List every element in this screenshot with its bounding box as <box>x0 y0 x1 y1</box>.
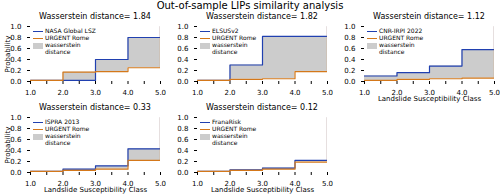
svg-text:2.0: 2.0 <box>224 89 235 97</box>
svg-text:0.2: 0.2 <box>10 66 22 75</box>
html-text:Wasserstein distance= 0.12: Wasserstein distance= 0.12 <box>206 103 318 112</box>
svg-text:0.8: 0.8 <box>10 124 22 133</box>
html-text:URGENT Rome: URGENT Rome <box>45 34 90 41</box>
svg-text:3.0: 3.0 <box>90 89 101 97</box>
svg-text:0.0: 0.0 <box>344 78 355 86</box>
svg-text:0.8: 0.8 <box>10 33 22 42</box>
svg-text:0.4: 0.4 <box>177 147 189 155</box>
svg-text:3.0: 3.0 <box>256 180 269 189</box>
svg-text:0.2: 0.2 <box>177 67 188 75</box>
svg-text:0.2: 0.2 <box>10 157 22 166</box>
svg-text:3.0: 3.0 <box>89 180 102 189</box>
svg-text:0.6: 0.6 <box>344 45 356 53</box>
html-text:wasserstein distance: wasserstein distance <box>212 41 248 55</box>
html-text:FranaRisk: FranaRisk <box>212 118 242 125</box>
html-text:ISPRA 2013: ISPRA 2013 <box>45 118 80 125</box>
svg-text:Landslide Susceptibility Class: Landslide Susceptibility Class <box>44 186 148 194</box>
svg-text:4.0: 4.0 <box>122 89 133 97</box>
svg-text:0.6: 0.6 <box>10 44 22 53</box>
svg-text:4.0: 4.0 <box>456 89 468 98</box>
svg-text:1.0: 1.0 <box>192 89 203 97</box>
html-text:wasserstein distance: wasserstein distance <box>379 41 415 55</box>
svg-text:1.0: 1.0 <box>177 23 188 31</box>
svg-text:Landslide Susceptibility Class: Landslide Susceptibility Class <box>378 95 482 103</box>
html-text:Wasserstein distance= 0.33: Wasserstein distance= 0.33 <box>39 103 151 112</box>
html-text:ELSUSv2: ELSUSv2 <box>212 27 239 34</box>
svg-text:4.0: 4.0 <box>289 89 300 97</box>
html-text:Wasserstein distance= 1.82: Wasserstein distance= 1.82 <box>206 12 318 21</box>
svg-text:0.6: 0.6 <box>10 135 22 144</box>
html-text:Wasserstein distance= 1.84: Wasserstein distance= 1.84 <box>39 12 151 21</box>
svg-text:3.0: 3.0 <box>257 89 268 97</box>
svg-text:0.4: 0.4 <box>10 55 22 64</box>
html-text:Wasserstein distance= 1.12: Wasserstein distance= 1.12 <box>373 12 485 21</box>
svg-text:0.6: 0.6 <box>177 136 189 144</box>
svg-text:2.0: 2.0 <box>57 180 69 189</box>
svg-text:0.0: 0.0 <box>10 169 21 177</box>
html-text:wasserstein distance: wasserstein distance <box>45 41 81 55</box>
html-text:Out-of-sample LIPs similarity: Out-of-sample LIPs similarity analysis <box>156 0 344 11</box>
svg-text:5.0: 5.0 <box>155 89 166 97</box>
html-text:URGENT Rome: URGENT Rome <box>212 125 257 132</box>
html-text:CNR-IRPI 2022: CNR-IRPI 2022 <box>379 27 423 34</box>
svg-text:1.0: 1.0 <box>25 89 36 97</box>
html-text:URGENT Rome: URGENT Rome <box>45 125 90 132</box>
svg-text:1.0: 1.0 <box>177 114 188 122</box>
svg-text:Probability: Probability <box>4 35 12 72</box>
svg-text:1.0: 1.0 <box>10 23 21 31</box>
html-text:URGENT Rome: URGENT Rome <box>212 34 257 41</box>
svg-text:0.8: 0.8 <box>177 34 188 42</box>
svg-text:0.2: 0.2 <box>344 67 355 75</box>
svg-text:0.0: 0.0 <box>177 78 188 86</box>
html-text:URGENT Rome: URGENT Rome <box>379 34 424 41</box>
svg-text:5.0: 5.0 <box>155 180 166 188</box>
svg-text:0.2: 0.2 <box>177 158 188 166</box>
svg-text:2.0: 2.0 <box>57 89 68 97</box>
svg-text:0.8: 0.8 <box>177 125 188 133</box>
svg-text:4.0: 4.0 <box>289 180 301 189</box>
html-text:wasserstein distance: wasserstein distance <box>45 132 81 146</box>
svg-text:0.8: 0.8 <box>344 34 355 42</box>
svg-text:0.6: 0.6 <box>177 45 189 53</box>
svg-text:1.0: 1.0 <box>359 89 370 97</box>
svg-text:2.0: 2.0 <box>224 180 236 189</box>
svg-text:5.0: 5.0 <box>322 89 333 97</box>
svg-text:5.0: 5.0 <box>322 180 333 188</box>
svg-text:Landslide Susceptibility Class: Landslide Susceptibility Class <box>211 186 315 194</box>
html-text:NASA Global LSZ: NASA Global LSZ <box>45 27 96 34</box>
svg-text:Probability: Probability <box>4 126 12 163</box>
svg-text:2.0: 2.0 <box>391 89 403 98</box>
svg-text:0.0: 0.0 <box>10 78 21 86</box>
svg-text:1.0: 1.0 <box>344 23 355 31</box>
svg-text:1.0: 1.0 <box>10 114 21 122</box>
svg-text:0.4: 0.4 <box>344 56 356 64</box>
svg-text:3.0: 3.0 <box>423 89 436 98</box>
svg-text:1.0: 1.0 <box>25 180 36 188</box>
svg-text:1.0: 1.0 <box>192 180 203 188</box>
svg-text:5.0: 5.0 <box>489 89 500 97</box>
svg-text:0.4: 0.4 <box>10 146 22 155</box>
html-text:wasserstein distance: wasserstein distance <box>212 132 248 146</box>
svg-text:0.4: 0.4 <box>177 56 189 64</box>
svg-text:0.0: 0.0 <box>177 169 188 177</box>
svg-text:4.0: 4.0 <box>122 180 134 189</box>
